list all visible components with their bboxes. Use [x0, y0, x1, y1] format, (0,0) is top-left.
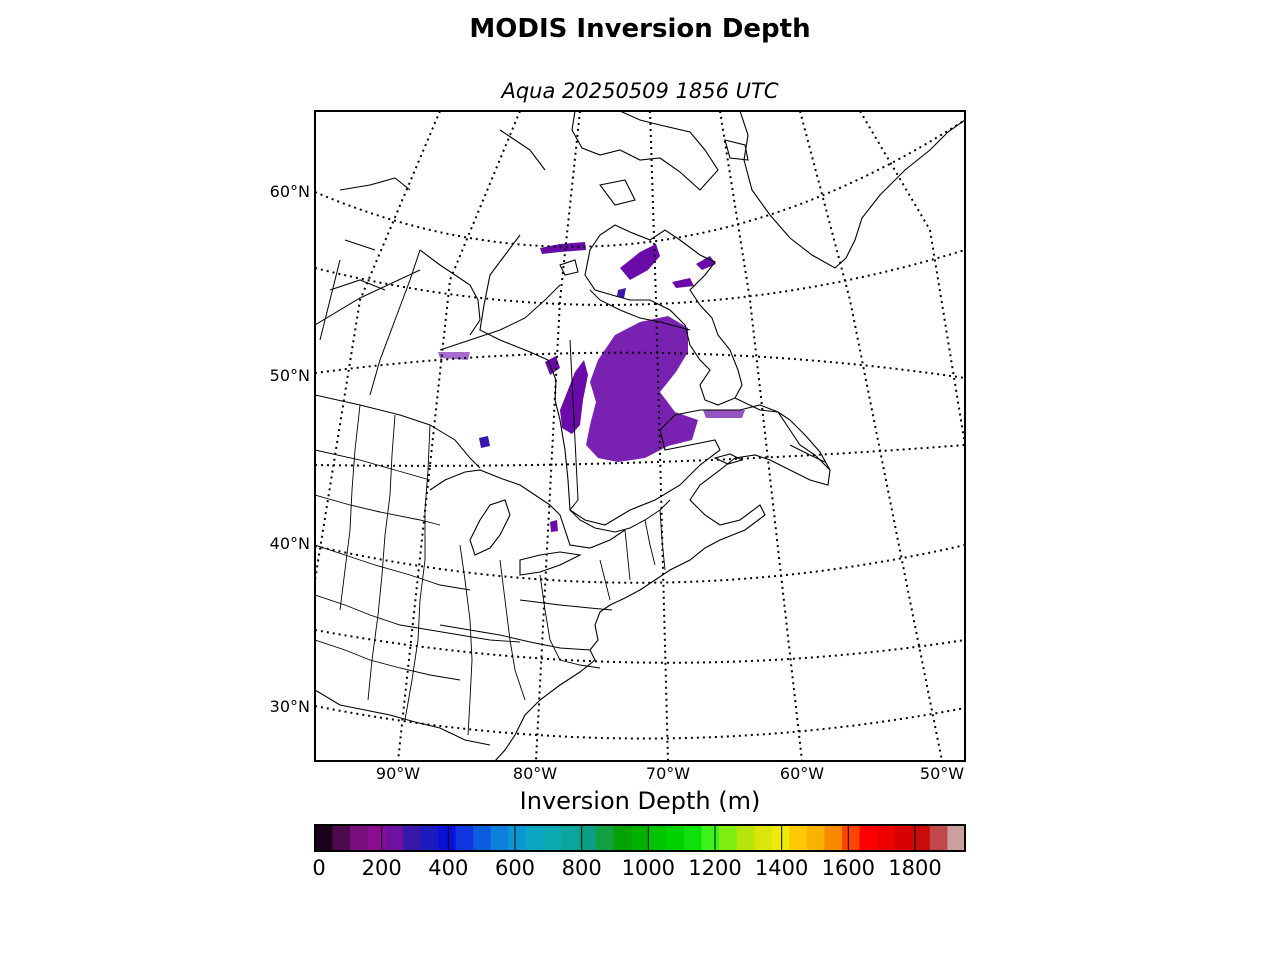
meridian-40W [859, 111, 965, 446]
parallel-45N [315, 444, 965, 467]
inversion-region-north-east [696, 256, 716, 270]
border-manitoba-ontario [369, 249, 421, 396]
colorbar-frame [314, 824, 966, 852]
colorbar-swatch [402, 825, 422, 851]
colorbar-tick-label: 1600 [821, 856, 876, 880]
colorbar-swatch [350, 825, 369, 851]
inversion-region-small-3 [550, 520, 558, 532]
coastline-hudson-bay-east [479, 234, 831, 606]
colorbar-swatch [771, 825, 790, 851]
figure-subtitle: Aqua 20250509 1856 UTC [501, 79, 779, 103]
border-prairies [315, 259, 421, 341]
colorbar-swatch [912, 825, 931, 851]
colorbar-swatch [842, 825, 861, 851]
coastline-us-east [494, 604, 611, 761]
lon-label-60W: 60°W [779, 764, 825, 783]
colorbar-swatch [560, 825, 580, 851]
colorbar [314, 825, 966, 851]
colorbar-swatch [824, 825, 843, 851]
inversion-region-small-4 [617, 288, 626, 298]
colorbar-swatch [385, 825, 404, 851]
inversion-region-small-2 [479, 436, 490, 448]
parallel-60N [315, 119, 965, 248]
colorbar-swatch [719, 825, 738, 851]
inversion-region-north-west [540, 242, 586, 254]
colorbar-swatch [929, 825, 949, 851]
colorbar-swatch [894, 825, 913, 851]
colorbar-swatch [578, 825, 597, 851]
border-quebec-ontario [569, 339, 579, 511]
colorbar-swatch [877, 825, 896, 851]
meridian-100W [315, 111, 441, 581]
colorbar-swatch [420, 825, 439, 851]
colorbar-swatch [473, 825, 492, 851]
coastline-labrador [584, 224, 743, 406]
colorbar-tick-label: 400 [428, 856, 469, 880]
colorbar-tick-label: 1200 [688, 856, 742, 880]
coastline-arctic-islands [329, 129, 749, 291]
graticule [315, 111, 965, 761]
lon-label-80W: 80°W [512, 764, 558, 783]
border-ontario-north [439, 284, 561, 351]
colorbar-swatch [631, 825, 650, 851]
map-area [315, 111, 965, 761]
lat-label-50N: 50°N [269, 366, 310, 385]
colorbar-tick-label: 1800 [888, 856, 942, 880]
colorbar-swatch [806, 825, 826, 851]
coastline-hudson-bay-west [419, 249, 481, 336]
colorbar-swatch [789, 825, 808, 851]
inversion-region-small-7 [703, 410, 745, 418]
meridian-90W [397, 111, 521, 761]
colorbar-tick-label: 200 [361, 856, 402, 880]
coastline-newfoundland [777, 411, 831, 471]
border-labrador-quebec [589, 289, 779, 413]
inversion-region-small-5 [672, 278, 694, 288]
colorbar-tick-label: 0 [312, 856, 326, 880]
inversion-region-strip [560, 360, 588, 434]
colorbar-swatch [508, 825, 527, 851]
colorbar-swatch [683, 825, 703, 851]
inversion-region-north [620, 244, 660, 280]
colorbar-tick-label: 1400 [754, 856, 809, 880]
colorbar-tick-label: 1000 [621, 856, 676, 880]
colorbar-swatch [332, 825, 351, 851]
coastline-baffin [571, 111, 719, 191]
lat-label-60N: 60°N [269, 182, 310, 201]
map-frame [314, 110, 966, 762]
figure-title: MODIS Inversion Depth [469, 14, 811, 44]
state-borders [315, 404, 666, 736]
lon-label-90W: 90°W [375, 764, 421, 783]
colorbar-tick-label: 600 [494, 856, 536, 880]
coastline-anticosti [713, 453, 744, 465]
coastline-great-lakes [429, 469, 626, 576]
colorbar-tick-label: 800 [561, 856, 602, 880]
colorbar-swatch [701, 825, 720, 851]
parallel-50N [315, 351, 965, 379]
lat-label-30N: 30°N [269, 697, 310, 716]
colorbar-swatch [543, 825, 562, 851]
colorbar-swatch [596, 825, 615, 851]
colorbar-swatch [437, 825, 457, 851]
state-border-lines [315, 404, 666, 736]
lon-label-70W: 70°W [645, 764, 691, 783]
colorbar-swatch [613, 825, 632, 851]
colorbar-swatch [490, 825, 509, 851]
colorbar-swatch [367, 825, 386, 851]
coastline-gulf [315, 689, 491, 746]
colorbar-swatch [736, 825, 755, 851]
inversion-region-small-6 [438, 352, 470, 360]
colorbar-swatch [648, 825, 667, 851]
colorbar-title: Inversion Depth (m) [519, 787, 761, 815]
colorbar-swatch [666, 825, 685, 851]
colorbar-swatch [859, 825, 878, 851]
colorbar-swatch [455, 825, 474, 851]
colorbar-swatch [315, 825, 334, 851]
lat-label-40N: 40°N [269, 534, 310, 553]
colorbar-swatch [947, 825, 966, 851]
lon-label-50W: 50°W [919, 764, 965, 783]
colorbar-swatch [754, 825, 773, 851]
colorbar-swatch [525, 825, 544, 851]
